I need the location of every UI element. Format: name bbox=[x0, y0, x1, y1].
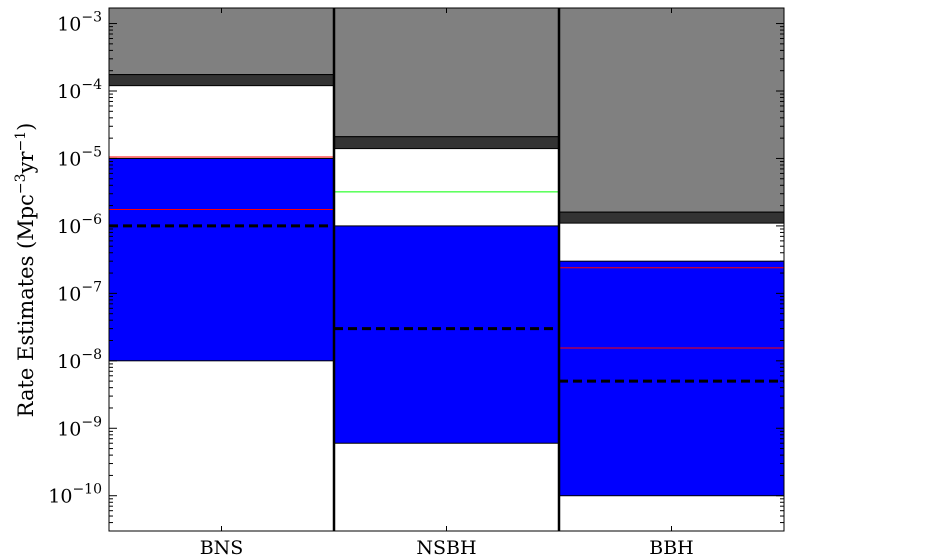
bbh-blue-range bbox=[558, 260, 785, 497]
y-tick-label: 10−5 bbox=[57, 144, 102, 170]
y-tick-label: 10−6 bbox=[57, 212, 102, 238]
ticks-layer bbox=[109, 8, 784, 532]
plot-frame bbox=[108, 7, 785, 532]
nsbh-gray-region bbox=[333, 7, 560, 138]
y-tick-label: 10−10 bbox=[48, 482, 102, 508]
y-tick-label: 10−7 bbox=[57, 279, 102, 305]
bns-blue-range bbox=[108, 157, 335, 362]
bns-gray-region bbox=[108, 7, 335, 76]
y-tick-label: 10−8 bbox=[57, 347, 102, 373]
bns-x-tick-label: BNS bbox=[200, 537, 244, 557]
y-tick-label: 10−3 bbox=[57, 10, 102, 36]
bbh-gray-region bbox=[558, 7, 785, 213]
bands-layer bbox=[108, 7, 785, 497]
nsbh-dark-gray-band bbox=[333, 136, 560, 150]
dividers-layer bbox=[332, 8, 561, 531]
bns-dark-gray-band bbox=[108, 74, 335, 87]
bbh-dark-gray-band bbox=[558, 211, 785, 224]
y-tick-label: 10−4 bbox=[57, 77, 102, 103]
nsbh-x-tick-label: NSBH bbox=[416, 537, 476, 557]
y-tick-label: 10−9 bbox=[57, 414, 102, 440]
labels-layer: BNS NSBH BBH 10−10 10−9 10−8 10−7 10−6 10−5 10−4 1… bbox=[48, 10, 693, 557]
lines-layer bbox=[109, 156, 784, 383]
bbh-x-tick-label: BBH bbox=[649, 537, 694, 557]
nsbh-blue-range bbox=[333, 225, 560, 444]
y-axis-label: Rate Estimates (Mpc−3yr−1) bbox=[13, 123, 38, 418]
